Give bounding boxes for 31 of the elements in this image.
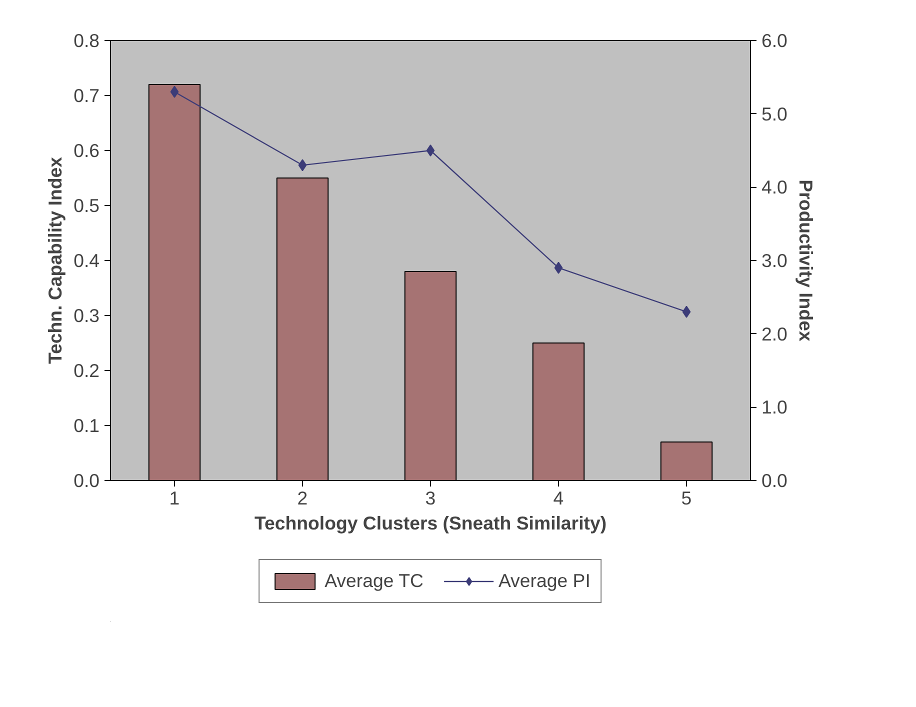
point: [170, 86, 179, 98]
y-axis-title: Techn. Capability Index: [44, 156, 66, 364]
y2-tick-label: 0.0: [762, 470, 788, 491]
point: [682, 306, 691, 318]
legend-label: Average PI: [498, 570, 590, 592]
y2-axis-title: Productivity Index: [795, 180, 816, 342]
y-tick-label: 0.1: [74, 415, 100, 436]
x-tick-label: 4: [553, 488, 564, 508]
y2-tick-label: 3.0: [762, 250, 788, 271]
legend-label: Average TC: [324, 570, 424, 592]
y-tick-label: 0.5: [74, 195, 100, 216]
y-tick-label: 0.6: [74, 140, 100, 161]
y-tick-label: 0.0: [74, 470, 100, 491]
y-tick-label: 0.7: [74, 85, 100, 106]
y2-tick-label: 1.0: [762, 396, 788, 418]
y-tick-label: 0.4: [74, 250, 100, 271]
point: [554, 262, 563, 274]
point: [426, 144, 435, 156]
x-tick-label: 3: [425, 488, 436, 508]
y2-tick-label: 2.0: [762, 323, 788, 344]
x-tick-label: 1: [169, 488, 180, 508]
y2-tick-label: 5.0: [762, 103, 788, 124]
x-tick-label: 2: [297, 488, 308, 508]
x-tick-label: 5: [681, 488, 692, 508]
point: [298, 159, 307, 172]
y2-tick-label: 6.0: [762, 30, 788, 51]
y-tick-label: 0.2: [74, 360, 100, 381]
x-axis-title: Technology Clusters (Sneath Similarity): [254, 512, 607, 534]
y2-tick-label: 4.0: [762, 176, 788, 198]
y-tick-label: 0.8: [74, 30, 100, 51]
y-tick-label: 0.3: [74, 305, 100, 326]
